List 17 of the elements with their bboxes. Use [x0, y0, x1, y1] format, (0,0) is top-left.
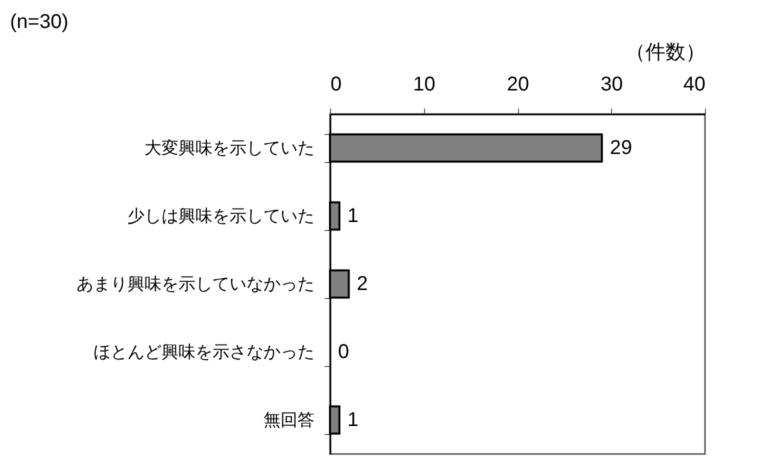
x-tick-label: 20 [506, 74, 530, 96]
data-label: 1 [347, 409, 358, 431]
x-tick-label: 30 [600, 74, 623, 96]
y-tick-label: 無回答 [264, 410, 314, 430]
data-label: 2 [356, 273, 368, 295]
y-tick-label: ほとんど興味を示さなかった [94, 342, 314, 362]
y-tick-label: 少しは興味を示していた [128, 206, 314, 226]
x-axis-title: （件数） [626, 42, 706, 64]
data-label: 29 [610, 137, 632, 159]
data-label: 0 [338, 341, 350, 363]
x-tick-label: 0 [330, 74, 342, 96]
data-label: 1 [347, 205, 358, 227]
x-tick-label: 10 [413, 74, 436, 96]
y-tick-label: あまり興味を示していなかった [76, 274, 314, 294]
x-tick-label: 40 [683, 74, 706, 96]
y-tick-label: 大変興味を示していた [144, 138, 314, 158]
text: (n=30) [10, 11, 68, 33]
